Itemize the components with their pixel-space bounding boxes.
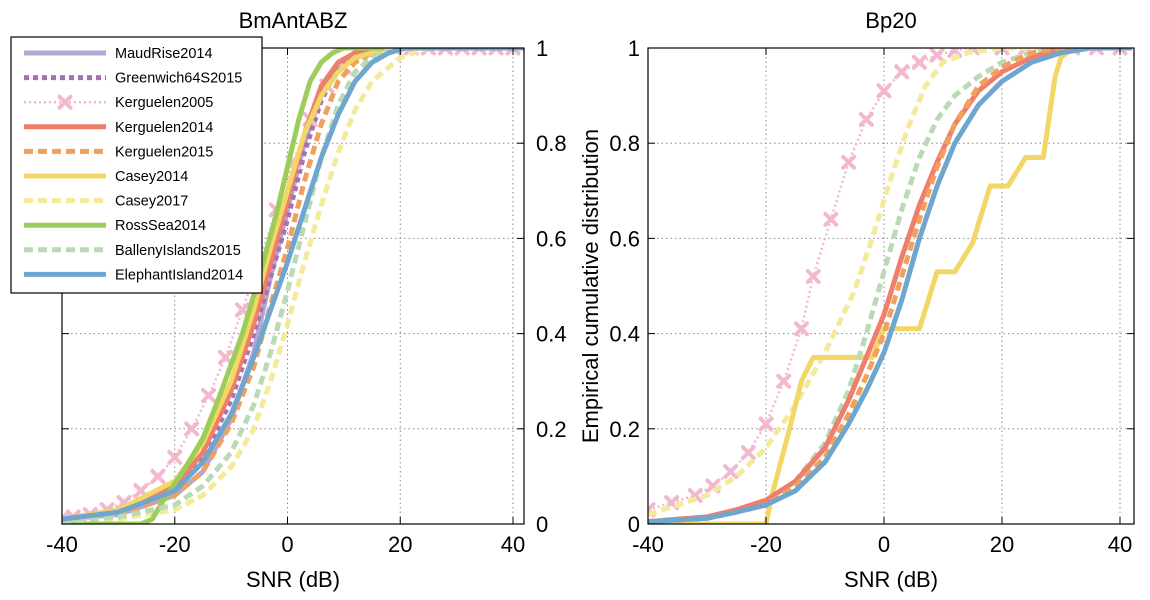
legend-items: MaudRise2014 Greenwich64S2015 Kerguelen200…: [24, 46, 243, 283]
tick-marks-left: -40 -20 0 20 40 0 0.2 0.4 0.6 0.8 1: [46, 36, 566, 557]
plot-frame-right: [647, 47, 1135, 525]
y-tick-label: 0.6: [609, 226, 640, 251]
series-marker-kerguelen2005: [167, 449, 183, 465]
x-axis-label-right: SNR (dB): [844, 567, 938, 592]
y-tick-label: 0.4: [609, 322, 640, 347]
legend-item: Casey2014: [24, 169, 188, 185]
series-marker-kerguelen2005: [723, 464, 739, 480]
legend-label: ElephantIsland2014: [115, 267, 243, 283]
legend-label: Kerguelen2005: [115, 95, 213, 111]
series-lines-right: [648, 48, 1132, 524]
series-marker-kerguelen2005: [437, 48, 453, 56]
series-line-ballenyislands2015: [648, 48, 1132, 524]
series-line-kerguelen2014: [648, 48, 1132, 524]
series-marker-kerguelen2005: [758, 416, 774, 432]
legend-label: Casey2014: [115, 169, 188, 185]
series-line-elephantisland2014: [648, 48, 1132, 524]
chart-title-left: BmAntABZ: [239, 8, 348, 33]
series-line-greenwich64s2015: [62, 48, 524, 522]
x-axis-label-left: SNR (dB): [246, 567, 340, 592]
series-marker-kerguelen2005: [776, 373, 792, 389]
series-line-casey2014: [648, 48, 1132, 524]
y-tick-label: 0.6: [536, 226, 567, 251]
legend-label: BallenyIslands2015: [115, 243, 241, 259]
series-marker-kerguelen2005: [805, 268, 821, 284]
series-marker-kerguelen2005: [471, 48, 487, 56]
series-marker-kerguelen2005: [894, 64, 910, 80]
x-tick-label: 40: [1108, 532, 1132, 557]
chart-title-right: Bp20: [865, 8, 916, 33]
series-marker-kerguelen2005: [1088, 48, 1104, 56]
y-tick-label: 1: [536, 36, 548, 61]
y-tick-label: 0.4: [536, 322, 567, 347]
legend-label: Greenwich64S2015: [115, 71, 242, 87]
series-marker-kerguelen2005: [488, 48, 504, 56]
series-marker-kerguelen2005: [876, 83, 892, 99]
series-line-elephantisland2014: [62, 48, 524, 522]
legend-item: BallenyIslands2015: [24, 243, 241, 259]
x-tick-label: 0: [281, 532, 293, 557]
y-tick-label: 0: [628, 512, 640, 537]
x-tick-label: -40: [632, 532, 664, 557]
tick-marks-right: -40 -20 0 20 40 0 0.2 0.4 0.6 0.8 1: [609, 36, 1134, 557]
y-tick-label: 0.8: [536, 131, 567, 156]
legend-item: Kerguelen2014: [24, 120, 213, 136]
series-marker-kerguelen2005: [858, 111, 874, 127]
x-tick-label: 40: [501, 532, 525, 557]
y-tick-label: 0.8: [609, 131, 640, 156]
y-tick-label: 0: [536, 512, 548, 537]
x-tick-label: 20: [388, 532, 412, 557]
series-marker-kerguelen2005: [929, 48, 945, 63]
x-tick-label: 20: [990, 532, 1014, 557]
y-tick-label: 0.2: [609, 417, 640, 442]
series-marker-kerguelen2005: [454, 48, 470, 56]
series-marker-kerguelen2005: [150, 468, 166, 484]
series-marker-kerguelen2005: [217, 349, 233, 365]
series-marker-kerguelen2005: [994, 48, 1010, 56]
legend-item: MaudRise2014: [24, 46, 213, 62]
series-marker-kerguelen2005: [184, 421, 200, 437]
series-line-casey2017: [648, 48, 1132, 517]
series-marker-kerguelen2005: [823, 211, 839, 227]
series-lines-left: [62, 48, 524, 524]
legend: MaudRise2014 Greenwich64S2015 Kerguelen200…: [10, 36, 263, 294]
legend-item: Kerguelen2005: [24, 94, 213, 111]
legend-item: ElephantIsland2014: [24, 267, 243, 283]
y-tick-label: 1: [628, 36, 640, 61]
x-tick-label: 0: [878, 532, 890, 557]
series-marker-kerguelen2005: [740, 445, 756, 461]
legend-item: Casey2017: [24, 194, 188, 210]
legend-label: Kerguelen2015: [115, 144, 213, 160]
legend-label: MaudRise2014: [115, 46, 213, 62]
series-marker-kerguelen2005: [1112, 48, 1128, 56]
series-marker-kerguelen2005: [201, 387, 217, 403]
series-marker-kerguelen2005: [841, 154, 857, 170]
series-marker-kerguelen2005: [505, 48, 521, 56]
legend-item: Kerguelen2015: [24, 144, 213, 160]
series-line-ballenyislands2015: [62, 48, 524, 524]
legend-item: Greenwich64S2015: [24, 71, 242, 87]
legend-label: RossSea2014: [115, 218, 206, 234]
x-tick-label: -20: [750, 532, 782, 557]
y-axis-label-right: Empirical cumulative distribution: [578, 129, 603, 443]
series-line-kerguelen2015: [648, 48, 1132, 524]
legend-label: Casey2017: [115, 194, 188, 210]
series-line-casey2017: [62, 48, 524, 524]
series-marker-kerguelen2005: [911, 54, 927, 70]
series-line-rosssea2014: [62, 48, 524, 524]
series-marker-kerguelen2005: [793, 321, 809, 337]
legend-label: Kerguelen2014: [115, 120, 213, 136]
x-tick-label: -40: [46, 532, 78, 557]
y-tick-label: 0.2: [536, 417, 567, 442]
chart-panel-left: -40 -20 0 20 40 0 0.2 0.4 0.6 0.8 1 BmAntABZ SNR (…: [10, 8, 567, 592]
x-tick-label: -20: [159, 532, 191, 557]
legend-item: RossSea2014: [24, 218, 206, 234]
